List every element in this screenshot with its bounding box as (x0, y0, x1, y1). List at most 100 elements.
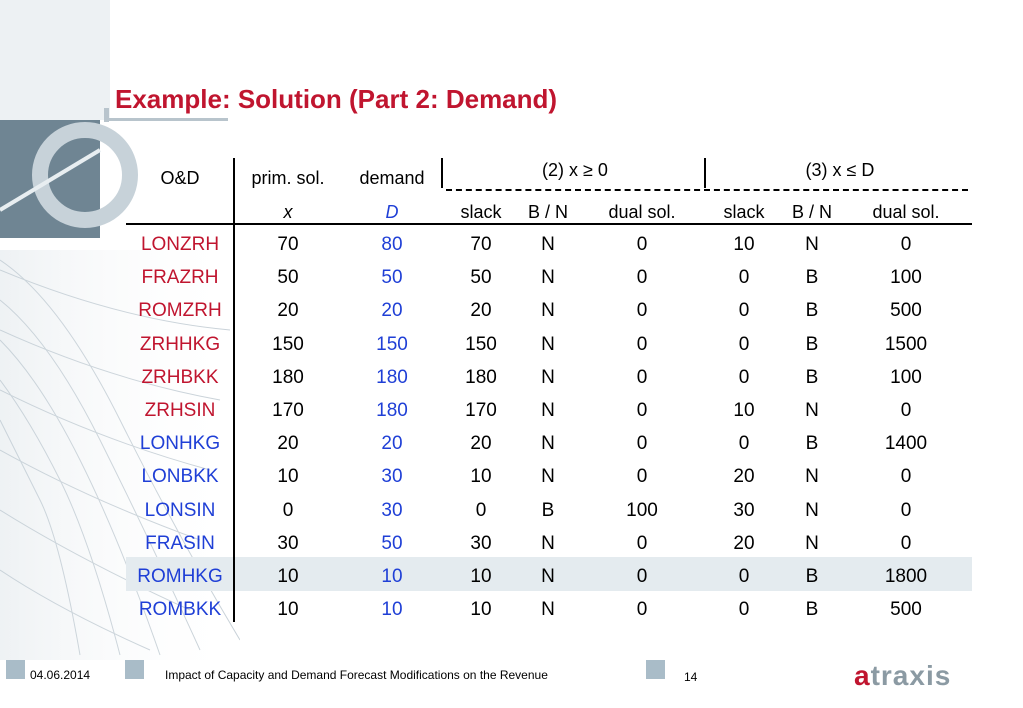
header-bn-3: B / N (791, 202, 832, 222)
cell-d3: 0 (900, 234, 912, 255)
cell-od: LONZRH (140, 234, 220, 255)
cell-s3: 0 (738, 300, 750, 322)
cell-s2: 70 (470, 234, 492, 255)
cell-D: 50 (381, 532, 403, 554)
cell-bn2: N (541, 333, 555, 355)
cell-bn2: B (541, 499, 555, 521)
cell-s3: 0 (738, 366, 750, 388)
footer-caption: Impact of Capacity and Demand Forecast M… (165, 668, 548, 682)
cell-bn2: N (541, 433, 555, 455)
header-bn-2: B / N (527, 202, 568, 222)
header-x-symbol: x (283, 202, 293, 222)
cell-bn3: N (805, 466, 819, 488)
cell-D: 10 (381, 566, 403, 587)
cell-s3: 30 (733, 499, 755, 521)
cell-x: 150 (272, 333, 304, 355)
cell-od: LONHKG (139, 433, 221, 455)
cell-od: ROMHKG (137, 566, 223, 587)
cell-x: 20 (277, 433, 299, 455)
footer-page-number: 14 (684, 670, 698, 684)
cell-bn3: B (805, 333, 819, 355)
cell-bn2: N (541, 400, 555, 421)
cell-s2: 10 (470, 466, 492, 488)
cell-d2: 0 (636, 234, 648, 255)
od-separator (233, 158, 235, 622)
cell-s3: 20 (733, 466, 755, 488)
cell-bn2: N (541, 267, 555, 289)
cell-s2: 150 (465, 333, 497, 355)
cell-bn3: B (805, 300, 819, 322)
group-2-separator (441, 158, 443, 188)
cell-x: 50 (277, 267, 299, 289)
footer-square-mid (125, 660, 144, 679)
header-prim-sol: prim. sol. (251, 168, 325, 188)
header-d-symbol: D (385, 202, 399, 222)
cell-x: 70 (277, 234, 299, 255)
cell-s3: 0 (738, 566, 750, 587)
cell-d3: 0 (900, 400, 912, 421)
cell-x: 10 (277, 599, 299, 621)
cell-D: 20 (381, 300, 403, 322)
title-accent (104, 108, 109, 122)
cell-d2: 0 (636, 366, 648, 388)
cell-d3: 1500 (884, 333, 928, 355)
cell-d2: 0 (636, 599, 648, 621)
cell-od: LONBKK (141, 466, 219, 488)
title-underline (108, 118, 228, 121)
cell-bn3: N (805, 499, 819, 521)
page-title: Example: Solution (Part 2: Demand) (115, 84, 558, 114)
cell-s2: 50 (470, 267, 492, 289)
cell-s2: 180 (465, 366, 497, 388)
cell-bn3: B (805, 599, 819, 621)
cell-d2: 0 (636, 333, 648, 355)
cell-D: 180 (376, 366, 408, 388)
cell-d2: 0 (636, 400, 648, 421)
cell-od: ZRHSIN (144, 400, 216, 421)
cell-d3: 1400 (884, 433, 928, 455)
cell-d2: 0 (636, 532, 648, 554)
cell-bn3: B (805, 267, 819, 289)
cell-d2: 0 (636, 433, 648, 455)
cell-s3: 10 (733, 400, 755, 421)
cell-bn3: N (805, 400, 819, 421)
cell-od: FRASIN (145, 532, 215, 554)
cell-x: 30 (277, 532, 299, 554)
cell-s2: 0 (475, 499, 487, 521)
cell-D: 20 (381, 433, 403, 455)
cell-x: 170 (272, 400, 304, 421)
cell-s2: 10 (470, 566, 492, 587)
cell-s2: 20 (470, 433, 492, 455)
cell-x: 10 (277, 466, 299, 488)
group-3-separator (704, 158, 706, 188)
background-artwork (0, 0, 240, 660)
cell-d2: 0 (636, 566, 648, 587)
cell-bn2: N (541, 234, 555, 255)
footer-square-right (646, 660, 665, 679)
header-rule (126, 223, 972, 225)
cell-s2: 20 (470, 300, 492, 322)
cell-d2: 0 (636, 267, 648, 289)
cell-d3: 0 (900, 499, 912, 521)
cell-od: ZRHBKK (141, 366, 219, 388)
cell-s3: 0 (738, 599, 750, 621)
header-group-2: (2) x ≥ 0 (542, 160, 608, 180)
cell-bn2: N (541, 466, 555, 488)
cell-D: 80 (381, 234, 403, 255)
cell-bn3: B (805, 366, 819, 388)
cell-od: FRAZRH (141, 267, 219, 289)
header-slack-3: slack (723, 202, 765, 222)
cell-D: 10 (381, 599, 403, 621)
cell-s3: 20 (733, 532, 755, 554)
cell-bn2: N (541, 300, 555, 322)
cell-x: 0 (282, 499, 294, 521)
cell-x: 10 (277, 566, 299, 587)
cell-od: LONSIN (144, 499, 216, 521)
header-dashed-rule (446, 189, 968, 191)
cell-d3: 1800 (884, 566, 928, 587)
cell-d3: 500 (890, 599, 922, 621)
cell-x: 180 (272, 366, 304, 388)
cell-d3: 500 (890, 300, 922, 322)
cell-bn3: B (805, 566, 819, 587)
cell-D: 150 (376, 333, 408, 355)
highlighted-row-background (126, 557, 972, 591)
